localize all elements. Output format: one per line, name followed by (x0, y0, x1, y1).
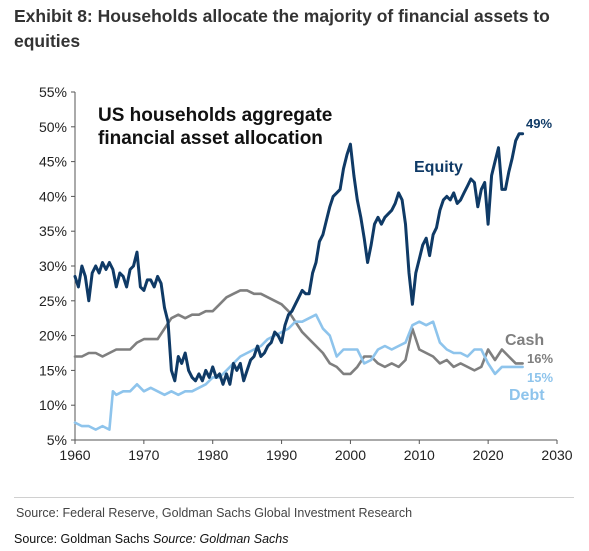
y-tick-label: 15% (39, 362, 67, 378)
y-tick-label: 40% (39, 188, 67, 204)
y-tick-label: 20% (39, 328, 67, 344)
x-tick-label: 1990 (266, 447, 297, 463)
x-tick-label: 2010 (404, 447, 435, 463)
y-tick-label: 30% (39, 258, 67, 274)
legend-label-equity: Equity (414, 159, 463, 176)
line-chart: 5% 10% 15% 20% 25% 30% 35% 40% 45% 50% 55% 1960 1970… (39, 84, 573, 463)
x-tick-label: 2030 (541, 447, 572, 463)
source-note: Source: Federal Reserve, Goldman Sachs G… (16, 506, 413, 520)
end-label-cash: 16% (527, 351, 553, 366)
legend-label-cash: Cash (505, 332, 544, 349)
x-tick-label: 1970 (128, 447, 159, 463)
footer-source: Source: Goldman Sachs (14, 532, 150, 546)
divider (14, 497, 574, 498)
y-tick-label: 10% (39, 397, 67, 413)
exhibit-title: Exhibit 8: Households allocate the major… (14, 6, 550, 51)
y-tick-label: 35% (39, 223, 67, 239)
end-label-equity: 49% (526, 116, 552, 131)
y-tick-label: 45% (39, 154, 67, 170)
y-tick-label: 5% (47, 432, 67, 448)
series-line-debt (73, 313, 524, 431)
y-tick-label: 25% (39, 293, 67, 309)
footer: Source: Goldman Sachs Source: Goldman Sa… (14, 532, 288, 546)
series-line-cash (73, 289, 524, 376)
chart-title-line-2: financial asset allocation (98, 128, 323, 149)
x-tick-label: 1980 (197, 447, 228, 463)
x-tick-label: 2020 (473, 447, 504, 463)
legend-label-debt: Debt (509, 387, 545, 404)
y-tick-label: 55% (39, 84, 67, 100)
x-tick-label: 1960 (59, 447, 90, 463)
chart-title-line-1: US households aggregate (98, 105, 332, 126)
end-label-debt: 15% (527, 370, 553, 385)
footer-source-italic: Source: Goldman Sachs (152, 532, 289, 546)
series-line-equity (73, 132, 525, 386)
x-tick-label: 2000 (335, 447, 366, 463)
y-tick-label: 50% (39, 119, 67, 135)
